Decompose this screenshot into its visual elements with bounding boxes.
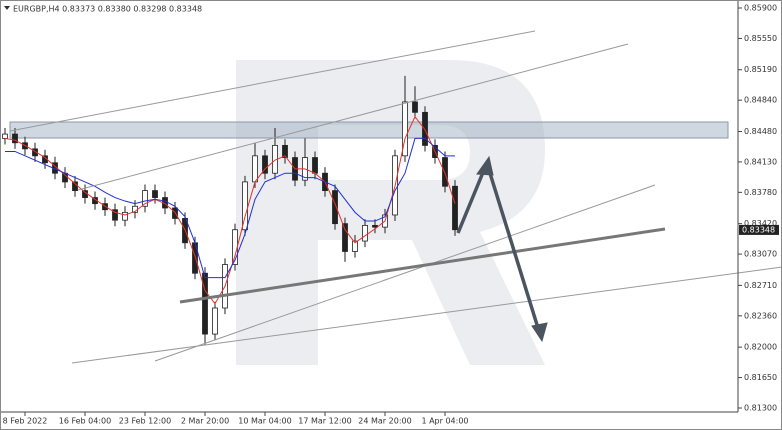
- candle-body: [452, 185, 458, 231]
- last-price-tag: [739, 224, 779, 235]
- chart-title: EURGBP,H4 0.83373 0.83380 0.83298 0.8334…: [13, 5, 202, 14]
- y-tick-label: 0.83420: [744, 219, 777, 228]
- trend-line: [77, 43, 629, 191]
- plot-area: [2, 75, 458, 345]
- y-tick-label: 0.84130: [744, 157, 777, 166]
- y-tick-label: 0.82710: [744, 281, 777, 290]
- candle-body: [12, 133, 18, 144]
- arrow: [487, 169, 540, 329]
- y-tick-label: 0.81300: [744, 404, 777, 413]
- trend-line: [9, 30, 536, 132]
- indicator-line: [5, 137, 455, 279]
- support-line: [179, 227, 666, 304]
- x-tick-label: 2 Mar 20:00: [181, 417, 229, 426]
- candle-body: [32, 148, 38, 157]
- candle-body: [262, 155, 268, 174]
- candle-body: [372, 224, 378, 228]
- x-tick-label: 8 Feb 2022: [3, 417, 48, 426]
- candle-body: [112, 209, 118, 221]
- indicator-line: [4, 115, 456, 305]
- x-tick-label: 24 Mar 20:00: [358, 417, 411, 426]
- candle-body: [282, 144, 288, 158]
- arrow-head: [531, 322, 548, 343]
- y-tick-label: 0.85900: [744, 4, 777, 13]
- menu-icon: [4, 6, 10, 10]
- candle-body: [402, 101, 408, 157]
- y-tick-label: 0.85550: [744, 34, 777, 43]
- axes: 0.85900 0.85550 0.85190 0.84840 0.84480 0.841…: [3, 4, 779, 426]
- candle-body: [152, 190, 158, 198]
- candle-body: [252, 155, 258, 183]
- y-tick-label: 0.82000: [744, 343, 777, 352]
- resistance-zone: [9, 121, 729, 139]
- trend-line: [154, 184, 656, 362]
- arrow: [456, 169, 486, 234]
- candle-body: [362, 224, 368, 242]
- candle-body: [142, 190, 148, 207]
- trend-lines: [9, 30, 782, 364]
- candle-body: [2, 133, 8, 139]
- candle-body: [352, 240, 358, 252]
- candle-body: [212, 307, 218, 335]
- candle-body: [202, 272, 208, 335]
- candle-body: [332, 190, 338, 225]
- candle-body: [242, 181, 248, 231]
- candle-body: [342, 223, 348, 252]
- x-tick-label: 10 Mar 04:00: [238, 417, 291, 426]
- y-tick-label: 0.81650: [744, 373, 777, 382]
- y-tick-label: 0.85190: [744, 65, 777, 74]
- candle-body: [442, 157, 448, 187]
- candle-body: [412, 101, 418, 113]
- candle-body: [312, 157, 318, 174]
- x-tick-label: 17 Mar 12:00: [298, 417, 351, 426]
- forecast-arrows: [456, 155, 548, 343]
- y-tick-label: 0.84840: [744, 96, 777, 105]
- x-tick-label: 16 Feb 04:00: [59, 417, 111, 426]
- trend-line: [71, 266, 782, 364]
- y-tick-label: 0.82360: [744, 311, 777, 320]
- y-tick-label: 0.83070: [744, 250, 777, 259]
- candle-body: [122, 211, 128, 221]
- y-tick-label: 0.84480: [744, 127, 777, 136]
- last-price-label: 0.83348: [742, 225, 775, 234]
- candle-body: [422, 111, 428, 146]
- y-tick-label: 0.83780: [744, 188, 777, 197]
- x-tick-label: 1 Apr 04:00: [421, 417, 468, 426]
- x-tick-label: 23 Feb 12:00: [119, 417, 171, 426]
